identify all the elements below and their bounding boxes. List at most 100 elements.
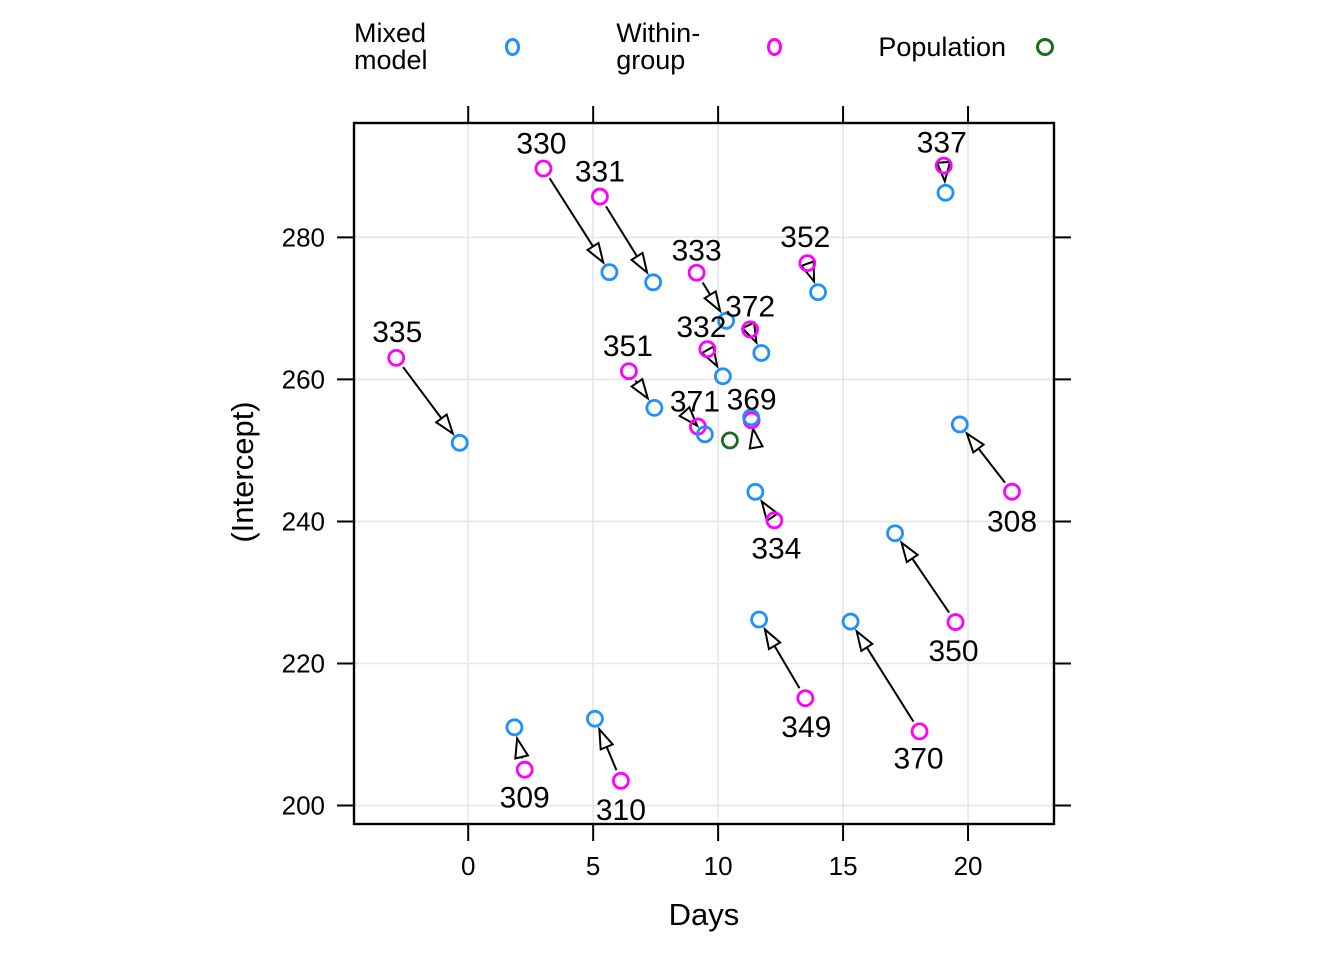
within-point-331: [591, 187, 609, 206]
population-point: [720, 431, 739, 450]
y-tick-label-280: 280: [282, 222, 325, 252]
mixed-point-370: [841, 612, 860, 631]
shrinkage-arrow-head-351: [629, 377, 650, 401]
x-tick-label-5: 5: [586, 851, 600, 881]
point-label-331: 331: [575, 156, 625, 189]
within-point-350: [946, 613, 965, 631]
legend-label-within-group: Within-group: [616, 18, 701, 75]
shrinkage-arrow-head-330: [585, 241, 605, 266]
shrinkage-arrow-shaft-330: [548, 177, 594, 247]
within-point-334: [765, 511, 784, 530]
shrinkage-arrow-shaft-331: [605, 205, 638, 257]
x-tick-label-20: 20: [954, 851, 983, 881]
point-label-352: 352: [780, 221, 830, 254]
shrinkage-arrow-head-349: [763, 626, 782, 651]
mixed-point-351: [645, 398, 664, 417]
y-tick-label-200: 200: [282, 791, 325, 821]
within-point-308: [1003, 482, 1021, 501]
point-label-370: 370: [894, 742, 944, 775]
legend: Mixed model Within-group Population: [354, 20, 1054, 74]
mixed-point-337: [936, 183, 955, 202]
shrinkage-arrow-head-370: [855, 628, 875, 653]
y-axis-title: (Intercept): [225, 401, 260, 543]
shrinkage-arrow-head-350: [899, 540, 920, 564]
mixed-point-330: [600, 263, 619, 282]
x-tick-label-15: 15: [829, 851, 858, 881]
shrinkage-arrow-shaft-350: [911, 557, 950, 614]
legend-item-population: Population: [878, 31, 1054, 62]
shrinkage-arrow-head-369: [748, 425, 765, 450]
within-point-330: [534, 159, 553, 178]
plot-border: [352, 121, 1056, 826]
point-label-309: 309: [500, 782, 550, 815]
point-label-308: 308: [987, 506, 1037, 539]
shrinkage-arrow-head-310: [598, 726, 615, 751]
point-label-337: 337: [917, 127, 967, 160]
y-tick-label-240: 240: [282, 506, 325, 536]
point-label-332: 332: [676, 311, 726, 344]
mixed-point-331: [644, 273, 663, 292]
within-point-351: [620, 362, 638, 381]
y-tick-label-220: 220: [282, 648, 325, 678]
within-point-370: [910, 722, 929, 741]
legend-label-population: Population: [878, 31, 1006, 62]
x-axis-title: Days: [668, 897, 740, 932]
point-label-369: 369: [727, 383, 777, 416]
within-point-310: [612, 771, 630, 790]
within-point-352: [798, 254, 817, 273]
within-point-335: [387, 348, 406, 367]
mixed-point-349: [750, 610, 769, 629]
shrinkage-arrow-head-309: [514, 735, 530, 760]
within-point-337: [934, 156, 953, 175]
shrinkage-arrow-shaft-308: [977, 447, 1006, 484]
shrinkage-arrow-head-335: [434, 412, 455, 437]
within-group-circle-icon: [766, 38, 783, 56]
shrinkage-arrow-head-334: [760, 498, 780, 523]
point-label-350: 350: [929, 635, 979, 668]
shrinkage-arrow-head-333: [702, 289, 722, 314]
mixed-point-350: [886, 524, 904, 543]
y-tick-label-260: 260: [282, 364, 325, 394]
shrinkage-arrow-shaft-335: [402, 366, 443, 419]
point-label-333: 333: [672, 235, 722, 268]
within-point-349: [796, 689, 815, 708]
within-point-333: [687, 263, 706, 282]
shrinkage-arrow-shaft-310: [605, 746, 618, 771]
mixed-model-circle-icon: [504, 38, 521, 56]
x-tick-label-0: 0: [461, 851, 475, 881]
shrinkage-arrow-shaft-370: [865, 646, 915, 723]
point-label-371: 371: [670, 386, 720, 419]
mixed-point-335: [450, 433, 469, 452]
population-circle-icon: [1035, 38, 1054, 56]
legend-item-within-group: Within-group: [616, 18, 783, 75]
legend-item-mixed-model: Mixed model: [354, 18, 521, 75]
mixed-point-332: [713, 367, 732, 386]
x-tick-label-10: 10: [704, 851, 733, 881]
within-point-372: [741, 320, 760, 339]
point-label-334: 334: [751, 532, 801, 565]
mixed-point-309: [505, 718, 524, 737]
mixed-point-334: [746, 482, 765, 501]
shrinkage-arrow-head-331: [629, 251, 649, 276]
point-label-310: 310: [596, 794, 646, 827]
mixed-point-333: [717, 311, 736, 330]
point-label-351: 351: [603, 330, 653, 363]
mixed-point-369: [742, 408, 761, 427]
shrinkage-arrow-shaft-333: [701, 281, 712, 296]
shrinkage-arrow-head-308: [964, 431, 986, 455]
point-label-330: 330: [516, 128, 566, 161]
mixed-point-372: [752, 344, 771, 362]
mixed-point-371: [695, 425, 714, 444]
mixed-point-352: [809, 283, 827, 302]
within-point-309: [515, 760, 534, 779]
shrinkage-arrow-shaft-349: [773, 645, 801, 689]
point-label-349: 349: [781, 711, 831, 744]
within-point-332: [698, 340, 717, 359]
legend-label-mixed-model: Mixed model: [354, 18, 428, 75]
mixed-point-308: [950, 415, 969, 434]
point-label-335: 335: [372, 316, 422, 349]
point-label-372: 372: [725, 290, 775, 323]
mixed-point-310: [586, 709, 604, 728]
